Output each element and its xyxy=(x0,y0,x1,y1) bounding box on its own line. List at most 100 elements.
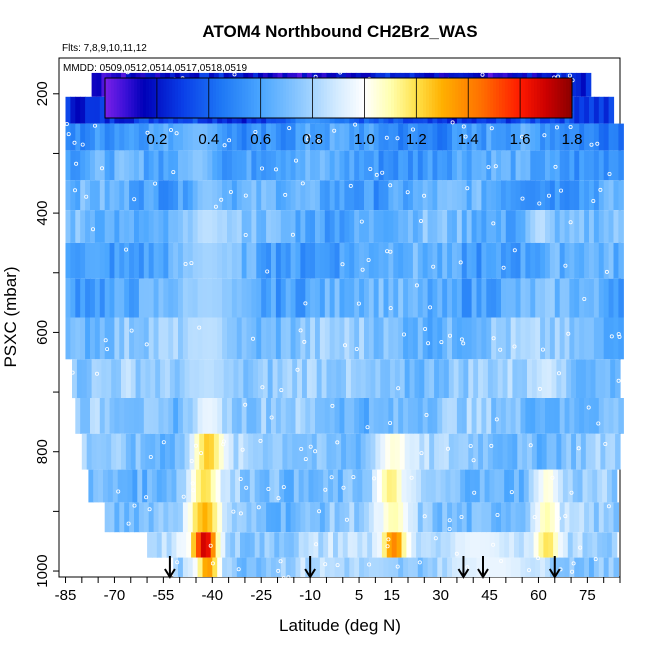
colorbar-swatch xyxy=(253,78,258,118)
heatmap-cell xyxy=(217,557,223,577)
heatmap-cell xyxy=(584,398,590,434)
sample-point xyxy=(509,490,514,495)
heatmap-cell xyxy=(535,278,541,318)
heatmap-cell xyxy=(306,433,313,470)
sample-point xyxy=(279,388,284,393)
heatmap-cell xyxy=(280,398,287,434)
sample-point xyxy=(501,265,506,270)
heatmap-cell xyxy=(352,532,358,558)
heatmap-cell xyxy=(204,433,210,470)
heatmap-cell xyxy=(554,398,561,434)
heatmap-cell xyxy=(471,398,478,434)
sample-point xyxy=(559,188,564,193)
heatmap-cell xyxy=(274,469,280,503)
heatmap-cell xyxy=(416,469,422,503)
heatmap-cell xyxy=(207,123,213,151)
heatmap-cell xyxy=(328,469,334,503)
heatmap-cell xyxy=(349,123,355,151)
sample-point xyxy=(422,193,427,198)
heatmap-cell xyxy=(437,317,443,360)
heatmap-cell xyxy=(481,398,487,434)
heatmap-cell xyxy=(76,359,83,399)
heatmap-cell xyxy=(138,210,145,243)
heatmap-cell xyxy=(85,317,91,360)
heatmap-cell xyxy=(530,317,536,360)
heatmap-cell xyxy=(501,180,507,211)
heatmap-cell xyxy=(582,469,588,503)
heatmap-cell xyxy=(119,398,125,434)
heatmap-cell xyxy=(347,532,354,558)
heatmap-cell xyxy=(339,180,345,211)
colorbar-swatch xyxy=(402,78,407,118)
heatmap-cell xyxy=(202,210,208,243)
heatmap-cell xyxy=(319,502,326,533)
heatmap-cell xyxy=(331,359,337,399)
heatmap-cell xyxy=(129,123,135,151)
heatmap-cell xyxy=(510,398,517,434)
heatmap-cell xyxy=(324,398,331,434)
y-tick-label: 600 xyxy=(34,320,51,345)
heatmap-cell xyxy=(205,532,212,558)
heatmap-cell xyxy=(564,210,571,243)
heatmap-cell xyxy=(455,469,461,503)
heatmap-cell xyxy=(589,557,595,577)
heatmap-cell xyxy=(111,433,117,470)
colorbar-swatch xyxy=(318,78,322,118)
heatmap-cell xyxy=(368,317,375,360)
heatmap-cell xyxy=(509,469,515,503)
sample-point xyxy=(243,232,248,237)
heatmap-cell xyxy=(525,180,531,211)
heatmap-cell xyxy=(577,469,584,503)
heatmap-cell xyxy=(448,359,455,399)
heatmap-cell xyxy=(368,502,375,533)
heatmap-cell xyxy=(481,278,487,318)
heatmap-cell xyxy=(80,123,86,151)
heatmap-cell xyxy=(124,278,130,318)
heatmap-cell xyxy=(101,359,107,399)
heatmap-cell xyxy=(256,150,262,181)
heatmap-cell xyxy=(461,210,468,243)
heatmap-cell xyxy=(354,123,360,151)
colorbar-swatch xyxy=(455,78,459,118)
sample-point xyxy=(493,164,498,169)
heatmap-cell xyxy=(427,502,434,533)
heatmap-cell xyxy=(207,278,213,318)
heatmap-cell xyxy=(339,557,345,577)
sample-point xyxy=(243,402,248,407)
heatmap-cell xyxy=(579,180,585,211)
heatmap-cell xyxy=(148,398,155,434)
heatmap-cell xyxy=(169,433,176,470)
heatmap-cell xyxy=(569,210,575,243)
heatmap-cell xyxy=(471,210,478,243)
heatmap-cell xyxy=(165,359,171,399)
heatmap-cell xyxy=(545,242,551,279)
heatmap-cell xyxy=(222,180,228,211)
heatmap-cell xyxy=(375,433,381,470)
heatmap-cell xyxy=(341,433,347,470)
sample-point xyxy=(368,166,373,171)
heatmap-cell xyxy=(564,317,571,360)
sample-point xyxy=(409,475,414,480)
sample-point xyxy=(259,166,264,171)
heatmap-cell xyxy=(271,210,277,243)
heatmap-cell xyxy=(129,398,135,434)
colorbar-swatch xyxy=(560,78,564,118)
heatmap-cell xyxy=(388,398,394,434)
heatmap-cell xyxy=(315,502,321,533)
heatmap-cell xyxy=(85,96,91,124)
heatmap-cell xyxy=(476,180,482,211)
sample-point xyxy=(181,494,186,499)
heatmap-cell xyxy=(160,433,166,470)
heatmap-cell xyxy=(404,433,411,470)
heatmap-cell xyxy=(452,123,458,151)
heatmap-cell xyxy=(169,359,176,399)
sample-point xyxy=(447,333,452,338)
sample-point xyxy=(388,306,393,311)
heatmap-cell xyxy=(99,242,106,279)
colorbar-swatch xyxy=(175,78,179,118)
heatmap-cell xyxy=(504,532,510,558)
heatmap-cell xyxy=(610,359,616,399)
heatmap-cell xyxy=(595,359,601,399)
heatmap-cell xyxy=(479,469,486,503)
heatmap-cell xyxy=(510,180,517,211)
